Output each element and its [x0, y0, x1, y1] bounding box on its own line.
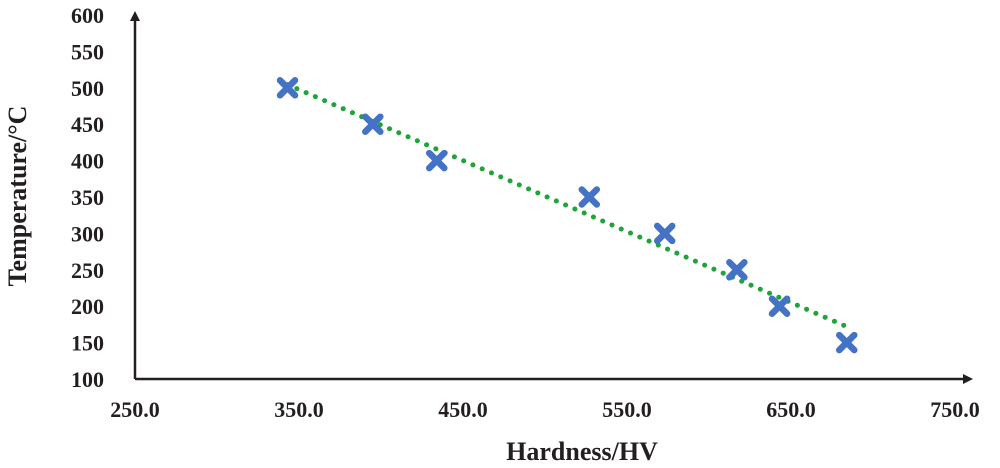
tick-labels: 250.0 350.0 450.0 550.0 650.0 750.0 100 150 200 2…	[71, 3, 980, 422]
x-tick-label: 450.0	[438, 397, 488, 422]
x-marker-stroke	[653, 222, 676, 245]
data-point	[362, 113, 384, 135]
y-tick-label: 100	[71, 367, 104, 392]
x-marker-stroke	[578, 186, 601, 208]
x-marker-stroke	[836, 331, 858, 354]
data-point	[726, 259, 748, 281]
x-marker-stroke	[276, 77, 299, 99]
y-tick-label: 300	[71, 221, 104, 246]
y-tick-label: 350	[71, 185, 104, 210]
y-tick-label: 600	[71, 3, 104, 28]
x-tick-label: 650.0	[766, 397, 816, 422]
y-tick-label: 250	[71, 258, 104, 283]
y-tick-label: 550	[71, 39, 104, 64]
data-point	[768, 295, 791, 317]
x-marker-stroke	[426, 149, 448, 172]
trendline-group	[285, 82, 850, 330]
data-point	[578, 186, 601, 208]
y-tick-label: 150	[71, 331, 104, 356]
axes	[130, 11, 973, 384]
x-tick-label: 550.0	[602, 397, 652, 422]
y-tick-label: 500	[71, 76, 104, 101]
data-point	[426, 149, 448, 172]
y-tick-label: 450	[71, 112, 104, 137]
y-tick-label: 200	[71, 294, 104, 319]
data-point	[653, 222, 676, 245]
x-axis-title: Hardness/HV	[506, 437, 658, 466]
x-marker-stroke	[726, 259, 748, 281]
x-marker-stroke	[768, 295, 791, 317]
y-axis-title: Temperature/°C	[3, 106, 32, 287]
x-marker-stroke	[362, 113, 384, 135]
x-tick-label: 350.0	[274, 397, 324, 422]
data-points	[276, 77, 858, 354]
data-point	[836, 331, 858, 354]
data-point	[276, 77, 299, 99]
x-tick-label: 750.0	[930, 397, 980, 422]
y-tick-label: 400	[71, 149, 104, 174]
trendline	[285, 82, 850, 330]
x-tick-label: 250.0	[110, 397, 160, 422]
